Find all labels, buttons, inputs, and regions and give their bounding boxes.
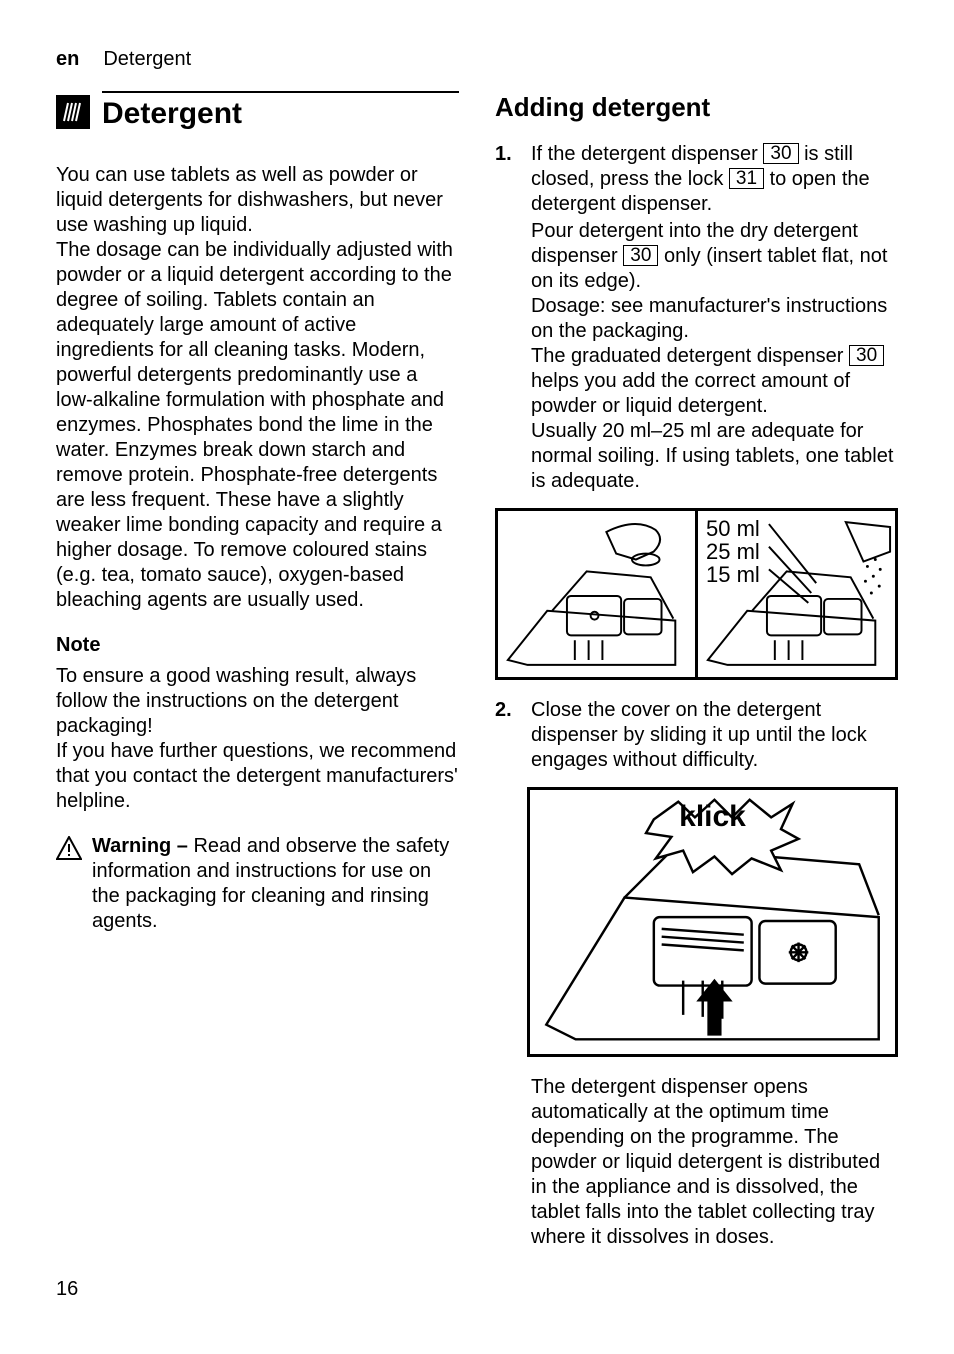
page: en Detergent Detergent You can use table… — [0, 0, 954, 1349]
warning-label: Warning – — [92, 835, 193, 857]
page-number: 16 — [56, 1278, 898, 1301]
warning-icon — [56, 836, 82, 860]
right-column: Adding detergent 1. If the detergent dis… — [495, 91, 898, 1250]
s1-t8: helps you add the correct amount of powd… — [531, 370, 850, 417]
left-column: Detergent You can use tablets as well as… — [56, 91, 459, 1250]
illustration-close-lid: klick — [527, 787, 898, 1057]
step-1-number: 1. — [495, 142, 517, 494]
outro-paragraph: The detergent dispenser opens automatica… — [531, 1075, 898, 1250]
detergent-icon — [56, 95, 90, 129]
content-columns: Detergent You can use tablets as well as… — [56, 91, 898, 1250]
illus-dosage-left — [498, 511, 695, 677]
step-2-body: Close the cover on the detergent dispens… — [531, 698, 898, 773]
note-body: To ensure a good washing result, always … — [56, 664, 459, 814]
subheading: Adding detergent — [495, 91, 898, 124]
section-title-row: Detergent — [56, 91, 459, 133]
ref-dispenser-30: 30 — [763, 143, 798, 165]
ml-15: 15 ml — [706, 563, 760, 586]
ml-50: 50 ml — [706, 517, 760, 540]
section-title: Detergent — [102, 91, 459, 133]
note-heading: Note — [56, 633, 459, 658]
s1-t7: The graduated detergent dispenser — [531, 345, 849, 367]
header-section: Detergent — [103, 48, 191, 71]
step-2-number: 2. — [495, 698, 517, 773]
illus-dosage-right: 50 ml 25 ml 15 ml — [695, 511, 895, 677]
step-1-body: If the detergent dispenser 30 is still c… — [531, 142, 898, 494]
ml-labels: 50 ml 25 ml 15 ml — [706, 517, 760, 586]
running-header: en Detergent — [56, 48, 898, 71]
illustration-dosage: 50 ml 25 ml 15 ml — [495, 508, 898, 680]
s1-t1: If the detergent dispenser — [531, 143, 763, 165]
ml-25: 25 ml — [706, 540, 760, 563]
ref-lock-31: 31 — [729, 168, 764, 190]
warning-block: Warning – Read and observe the safety in… — [56, 834, 459, 934]
intro-paragraph: You can use tablets as well as powder or… — [56, 163, 459, 613]
header-lang: en — [56, 48, 79, 71]
step-1: 1. If the detergent dispenser 30 is stil… — [495, 142, 898, 494]
warning-text: Warning – Read and observe the safety in… — [92, 834, 459, 934]
klick-label: klick — [679, 798, 746, 836]
ref-dispenser-30c: 30 — [849, 345, 884, 367]
s1-t6: Dosage: see manufacturer's instructions … — [531, 294, 898, 344]
step-2: 2. Close the cover on the detergent disp… — [495, 698, 898, 773]
ref-dispenser-30b: 30 — [623, 245, 658, 267]
s1-t9: Usually 20 ml–25 ml are adequate for nor… — [531, 419, 898, 494]
